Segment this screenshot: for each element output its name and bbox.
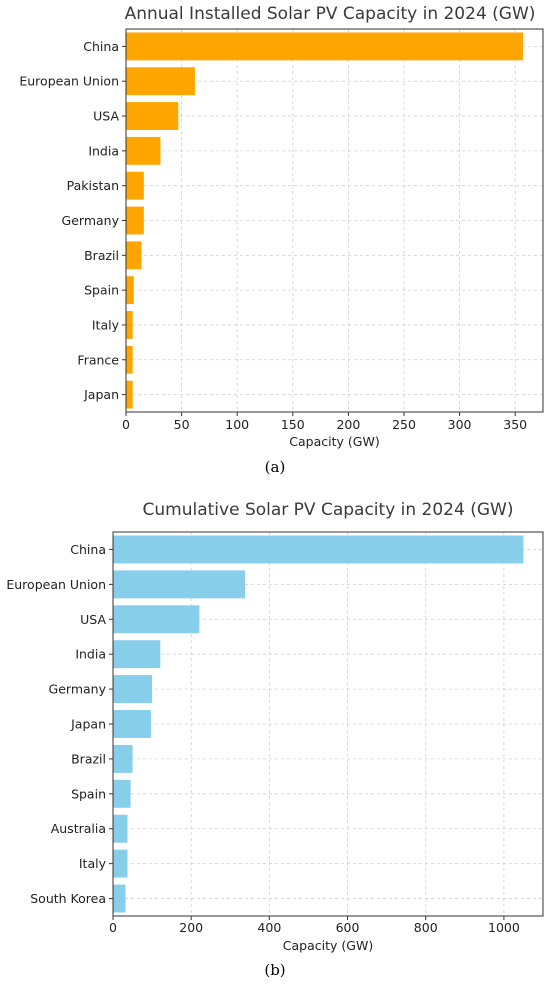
y-tick-label: Australia — [51, 821, 106, 836]
bar-japan — [113, 710, 151, 738]
y-tick-label: Germany — [62, 213, 120, 228]
y-tick-label: Germany — [49, 682, 107, 697]
bar-spain — [113, 779, 131, 808]
y-tick-label: Italy — [79, 856, 107, 871]
bar-china — [126, 32, 523, 61]
x-tick-label: 350 — [503, 417, 527, 432]
y-tick-label: European Union — [6, 577, 106, 592]
y-tick-label: USA — [80, 612, 106, 627]
x-tick-label: 200 — [179, 920, 203, 935]
y-tick-label: USA — [93, 109, 119, 124]
bar-germany — [113, 675, 153, 704]
x-axis-label: Capacity (GW) — [283, 938, 373, 953]
y-tick-label: India — [75, 647, 106, 662]
y-tick-label: India — [88, 143, 119, 158]
chart-title: Annual Installed Solar PV Capacity in 20… — [125, 4, 536, 24]
x-axis-label: Capacity (GW) — [289, 434, 379, 449]
bar-japan — [126, 380, 133, 409]
figure-caption: (b) — [264, 961, 285, 979]
figure-caption: (a) — [265, 458, 286, 476]
bar-usa — [126, 102, 179, 130]
bar-brazil — [113, 744, 133, 773]
bar-germany — [126, 206, 144, 235]
x-tick-label: 250 — [392, 417, 416, 432]
bar-european-union — [126, 67, 195, 96]
y-tick-label: Brazil — [71, 751, 106, 766]
y-tick-label: Spain — [84, 283, 119, 298]
x-tick-label: 300 — [448, 417, 472, 432]
chart-panel-b: China European Union USA India Germany Japan B… — [6, 500, 544, 979]
y-tick-label: European Union — [19, 74, 119, 89]
bar-spain — [126, 276, 134, 305]
x-tick-label: 100 — [225, 417, 249, 432]
bar-china — [113, 535, 524, 564]
x-tick-label: 0 — [122, 417, 130, 432]
y-tick-label: Spain — [71, 786, 106, 801]
bar-european-union — [113, 570, 246, 599]
y-tick-label: France — [77, 352, 119, 367]
y-tick-label: Pakistan — [67, 178, 119, 193]
bar-india — [113, 640, 161, 669]
x-tick-label: 800 — [414, 920, 438, 935]
bar-india — [126, 136, 161, 165]
x-tick-label: 50 — [174, 417, 190, 432]
bar-australia — [113, 814, 128, 843]
y-tick-label: China — [83, 39, 119, 54]
y-tick-label: South Korea — [30, 891, 106, 906]
bar-france — [126, 345, 133, 374]
x-tick-label: 150 — [281, 417, 305, 432]
x-tick-label: 600 — [336, 920, 360, 935]
x-tick-label: 200 — [336, 417, 360, 432]
chart-title: Cumulative Solar PV Capacity in 2024 (GW… — [143, 500, 514, 520]
y-tick-label: Japan — [70, 717, 106, 732]
y-tick-label: Italy — [92, 317, 120, 332]
chart-panel-a: China European Union USA India Pakistan Germa… — [19, 4, 544, 476]
y-tick-label: Brazil — [84, 248, 119, 263]
y-tick-label: China — [70, 542, 106, 557]
bar-pakistan — [126, 171, 144, 200]
axes-frame — [112, 531, 544, 917]
y-tick-label: Japan — [83, 387, 119, 402]
bar-usa — [113, 605, 200, 634]
axes-frame — [125, 28, 544, 413]
bar-italy — [113, 849, 128, 878]
x-tick-label: 0 — [109, 920, 117, 935]
bar-brazil — [126, 241, 142, 270]
x-tick-label: 400 — [257, 920, 281, 935]
bar-italy — [126, 311, 133, 339]
bar-south-korea — [113, 884, 126, 913]
x-tick-label: 1000 — [488, 920, 520, 935]
